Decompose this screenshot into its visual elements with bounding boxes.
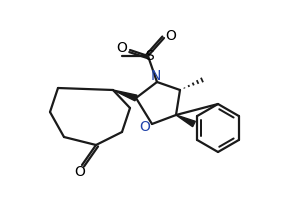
Text: S: S — [145, 49, 153, 63]
Text: O: O — [116, 41, 127, 55]
Text: N: N — [151, 69, 161, 83]
Polygon shape — [176, 115, 195, 127]
Polygon shape — [113, 90, 137, 101]
Text: O: O — [140, 120, 151, 134]
Text: O: O — [75, 165, 86, 179]
Text: O: O — [166, 29, 176, 43]
